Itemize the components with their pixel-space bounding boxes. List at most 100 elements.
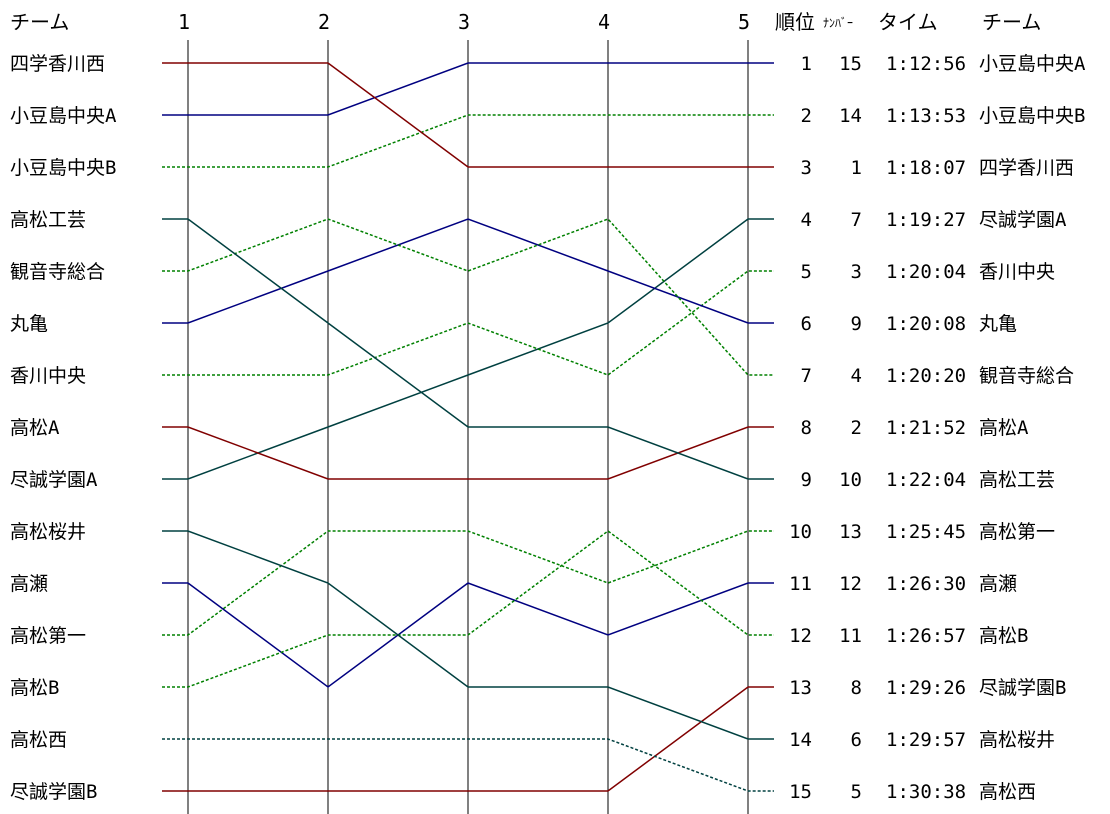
start-label: 尽誠学園A: [10, 469, 98, 491]
result-time: 1:21:52: [886, 417, 966, 439]
series-line: [162, 530, 774, 740]
result-rank: 14: [789, 729, 812, 751]
leg-tick-labels: 1 2 3 4 5: [178, 10, 750, 34]
header-rank: 順位: [775, 10, 815, 34]
series-line: [162, 426, 774, 480]
header-team-right: チーム: [982, 10, 1041, 34]
series-line: [162, 114, 774, 168]
result-bib: 14: [839, 105, 862, 127]
result-team: 小豆島中央B: [979, 105, 1085, 127]
start-label: 小豆島中央A: [10, 105, 117, 127]
start-label: 高松西: [10, 729, 67, 751]
result-rank: 5: [801, 261, 812, 283]
start-label: 高瀬: [10, 573, 48, 595]
result-team: 高瀬: [979, 573, 1017, 595]
result-rank: 4: [801, 209, 812, 231]
series-line: [162, 582, 774, 688]
result-team: 香川中央: [979, 261, 1055, 283]
result-bib: 7: [851, 209, 862, 231]
result-bib: 8: [851, 677, 862, 699]
result-rank: 3: [801, 157, 812, 179]
result-rank: 10: [789, 521, 812, 543]
series-line: [162, 530, 774, 636]
result-rank: 1: [801, 53, 812, 75]
result-bib: 12: [839, 573, 862, 595]
result-time: 1:12:56: [886, 53, 966, 75]
result-bib: 11: [839, 625, 862, 647]
series-line: [162, 270, 774, 376]
result-bib: 4: [851, 365, 862, 387]
start-label: 小豆島中央B: [10, 157, 116, 179]
start-label: 高松第一: [10, 625, 86, 647]
result-rank: 15: [789, 781, 812, 803]
start-label: 四学香川西: [10, 53, 105, 75]
result-team: 高松第一: [979, 521, 1055, 543]
result-team: 高松A: [979, 417, 1029, 439]
series-line: [162, 62, 774, 116]
result-rank: 2: [801, 105, 812, 127]
result-team: 高松桜井: [979, 729, 1055, 751]
tick-label-leg-4: 4: [598, 10, 610, 34]
series-line: [162, 530, 774, 688]
start-label: 尽誠学園B: [10, 781, 97, 803]
result-rank: 8: [801, 417, 812, 439]
series-line: [162, 738, 774, 792]
result-team: 四学香川西: [979, 157, 1074, 179]
tick-label-leg-5: 5: [738, 10, 750, 34]
result-time: 1:19:27: [886, 209, 966, 231]
result-rank: 11: [789, 573, 812, 595]
start-label: 高松桜井: [10, 521, 86, 543]
tick-label-leg-3: 3: [458, 10, 470, 34]
result-team: 丸亀: [979, 313, 1017, 335]
series-line: [162, 218, 774, 480]
result-time: 1:20:20: [886, 365, 966, 387]
series-line: [162, 62, 774, 168]
start-label: 高松B: [10, 677, 59, 699]
result-bib: 15: [839, 53, 862, 75]
result-time: 1:30:38: [886, 781, 966, 803]
result-bib: 13: [839, 521, 862, 543]
result-time: 1:13:53: [886, 105, 966, 127]
result-rank: 6: [801, 313, 812, 335]
result-time: 1:25:45: [886, 521, 966, 543]
start-label: 高松A: [10, 417, 60, 439]
result-time: 1:20:08: [886, 313, 966, 335]
series-line: [162, 686, 774, 792]
result-rank: 9: [801, 469, 812, 491]
header-team-left: チーム: [10, 10, 69, 34]
result-team: 尽誠学園A: [979, 209, 1067, 231]
result-bib: 3: [851, 261, 862, 283]
result-time: 1:26:30: [886, 573, 966, 595]
result-bib: 5: [851, 781, 862, 803]
result-rank: 7: [801, 365, 812, 387]
result-bib: 2: [851, 417, 862, 439]
result-rank: 12: [789, 625, 812, 647]
result-time: 1:22:04: [886, 469, 966, 491]
series-line: [162, 218, 774, 376]
result-bib: 1: [851, 157, 862, 179]
result-time: 1:20:04: [886, 261, 966, 283]
result-team: 観音寺総合: [979, 365, 1074, 387]
result-time: 1:26:57: [886, 625, 966, 647]
header-time: タイム: [878, 10, 938, 34]
start-label: 観音寺総合: [10, 261, 105, 283]
series-line: [162, 218, 774, 480]
series-lines: [162, 62, 774, 792]
result-team: 高松工芸: [979, 469, 1055, 491]
result-time: 1:29:57: [886, 729, 966, 751]
start-label: 丸亀: [10, 313, 48, 335]
tick-label-leg-1: 1: [178, 10, 190, 34]
result-bib: 10: [839, 469, 862, 491]
header-bib: ﾅﾝﾊﾞｰ: [823, 16, 853, 30]
result-time: 1:18:07: [886, 157, 966, 179]
header-row: チーム 順位 ﾅﾝﾊﾞｰ タイム チーム: [10, 10, 1041, 34]
result-time: 1:29:26: [886, 677, 966, 699]
result-bib: 6: [851, 729, 862, 751]
result-team: 高松西: [979, 781, 1036, 803]
start-label: 香川中央: [10, 365, 86, 387]
result-team: 高松B: [979, 625, 1028, 647]
start-label: 高松工芸: [10, 209, 86, 231]
